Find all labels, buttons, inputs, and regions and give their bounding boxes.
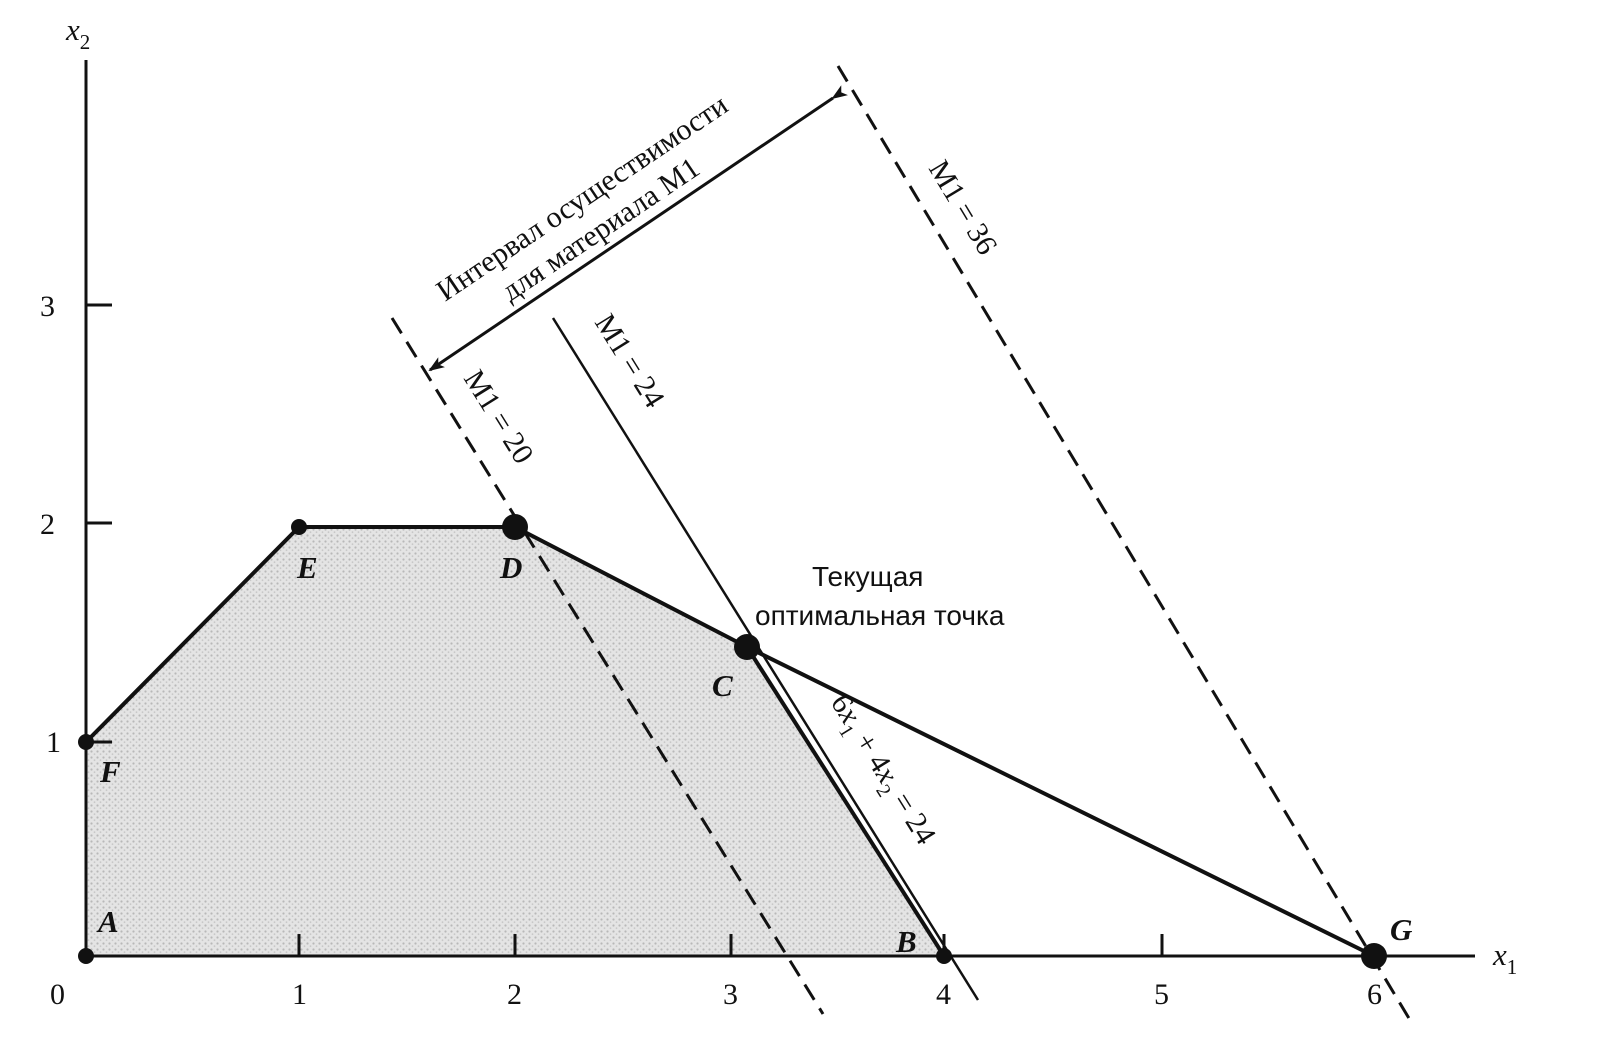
x-tick-label-6: 6	[1367, 978, 1382, 1011]
x-tick-label-1: 1	[292, 978, 307, 1011]
x-tick-label-4: 4	[936, 978, 951, 1011]
x-tick-label-2: 2	[507, 978, 522, 1011]
m1-24-label: M1 = 24	[588, 308, 671, 413]
point-label-a: A	[96, 904, 119, 939]
m1-36-line	[836, 65, 1412, 1021]
optimal-annotation-line1: Текущая	[812, 561, 923, 592]
point-b	[936, 948, 952, 964]
point-label-f: F	[99, 754, 121, 789]
point-e	[291, 519, 307, 535]
x-tick-label-3: 3	[723, 978, 738, 1011]
point-label-b: B	[895, 924, 917, 959]
optimal-annotation-line2: оптимальная точка	[755, 600, 1005, 631]
feasible-boundary	[84, 525, 748, 744]
interval-annotation-line1: Интервал осуществимости	[430, 88, 733, 308]
x-axis-label: x1	[1492, 937, 1517, 979]
point-label-d: D	[499, 550, 522, 585]
feasibility-interval-arrow	[428, 85, 848, 372]
point-g	[1361, 943, 1387, 969]
y-ticks	[86, 303, 112, 744]
line-c-to-g	[746, 645, 1375, 958]
origin-label: 0	[50, 978, 65, 1011]
m1-20-label: M1 = 20	[457, 364, 540, 469]
m1-20-line	[390, 317, 825, 1015]
constraint-boundary-cb	[745, 645, 946, 958]
m1-36-label: M1 = 36	[922, 155, 1004, 261]
feasible-region	[86, 527, 944, 956]
point-label-g: G	[1390, 912, 1413, 947]
point-a	[78, 948, 94, 964]
point-d	[502, 514, 528, 540]
points	[78, 514, 1387, 969]
y-tick-label-1: 1	[46, 726, 61, 759]
point-f	[78, 734, 94, 750]
y-tick-label-2: 2	[40, 508, 55, 541]
point-label-e: E	[296, 550, 318, 585]
m1-24-line	[551, 317, 980, 1001]
x-tick-label-5: 5	[1154, 978, 1169, 1011]
point-label-c: C	[712, 668, 733, 703]
point-c	[734, 634, 760, 660]
y-tick-label-3: 3	[40, 290, 55, 323]
y-axis-label: x2	[65, 12, 90, 54]
